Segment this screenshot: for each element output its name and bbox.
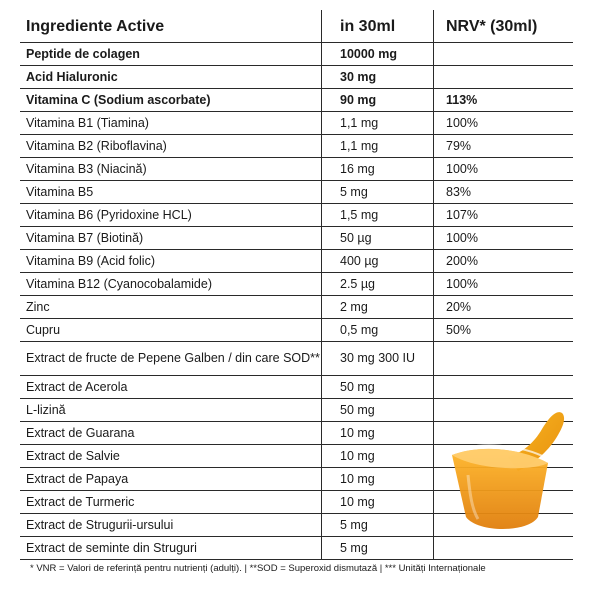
nrv-cell: 83% bbox=[446, 184, 472, 199]
header-ingredient: Ingrediente Active bbox=[20, 10, 322, 42]
nrv-cell: 79% bbox=[446, 138, 472, 153]
nrv-cell: 100% bbox=[446, 230, 478, 245]
table-row: Vitamina B7 (Biotină) 50 µg 100% bbox=[20, 227, 573, 250]
amount-cell: 10 mg bbox=[322, 422, 434, 444]
amount-cell: 50 mg bbox=[322, 399, 434, 421]
table-row: Vitamina B6 (Pyridoxine HCL) 1,5 mg 107% bbox=[20, 204, 573, 227]
ingredient-cell: Vitamina B1 (Tiamina) bbox=[20, 112, 322, 134]
nrv-cell: 100% bbox=[446, 161, 478, 176]
nrv-cell bbox=[434, 376, 573, 398]
amount-cell: 1,1 mg bbox=[322, 112, 434, 134]
ingredient-cell: Zinc bbox=[20, 296, 322, 318]
table-row: Extract de Acerola 50 mg bbox=[20, 376, 573, 399]
amount-cell: 10 mg bbox=[322, 468, 434, 490]
ingredient-cell: Extract de Salvie bbox=[20, 445, 322, 467]
amount-cell: 400 µg bbox=[322, 250, 434, 272]
amount-cell: 30 mg bbox=[322, 66, 434, 88]
ingredient-cell: L-lizină bbox=[20, 399, 322, 421]
nrv-cell: 100% bbox=[446, 276, 478, 291]
table-row: Extract de Guarana 10 mg bbox=[20, 422, 573, 445]
ingredient-cell: Extract de Guarana bbox=[20, 422, 322, 444]
table-row: Cupru 0,5 mg 50% bbox=[20, 319, 573, 342]
amount-cell: 2.5 µg bbox=[322, 273, 434, 295]
table-row: Zinc 2 mg 20% bbox=[20, 296, 573, 319]
table-row: Peptide de colagen 10000 mg bbox=[20, 43, 573, 66]
nrv-cell: 100% bbox=[446, 115, 478, 130]
ingredient-cell: Extract de Turmeric bbox=[20, 491, 322, 513]
nrv-cell bbox=[434, 43, 573, 65]
table-row: Extract de fructe de Pepene Galben / din… bbox=[20, 342, 573, 376]
header-amount: in 30ml bbox=[322, 10, 434, 42]
nrv-cell: 107% bbox=[446, 207, 478, 222]
amount-cell: 30 mg 300 IU bbox=[322, 342, 434, 375]
amount-cell: 50 mg bbox=[322, 376, 434, 398]
table-row: Vitamina B5 5 mg 83% bbox=[20, 181, 573, 204]
ingredient-cell: Vitamina B2 (Riboflavina) bbox=[20, 135, 322, 157]
nrv-cell bbox=[434, 66, 573, 88]
amount-cell: 50 µg bbox=[322, 227, 434, 249]
ingredient-cell: Peptide de colagen bbox=[20, 43, 322, 65]
amount-cell: 16 mg bbox=[322, 158, 434, 180]
nrv-cell: 20% bbox=[446, 299, 472, 314]
amount-cell: 90 mg bbox=[322, 89, 434, 111]
ingredient-cell: Extract de Papaya bbox=[20, 468, 322, 490]
amount-cell: 5 mg bbox=[322, 537, 434, 559]
nrv-cell bbox=[434, 342, 573, 375]
table-row: Vitamina B12 (Cyanocobalamide) 2.5 µg 100% bbox=[20, 273, 573, 296]
amount-cell: 10 mg bbox=[322, 445, 434, 467]
amount-cell: 10000 mg bbox=[322, 43, 434, 65]
ingredient-cell: Vitamina B12 (Cyanocobalamide) bbox=[20, 273, 322, 295]
ingredients-table: Ingrediente Active in 30ml NRV* (30ml) P… bbox=[20, 10, 573, 560]
table-row: Vitamina C (Sodium ascorbate) 90 mg 113% bbox=[20, 89, 573, 112]
ingredient-cell: Vitamina B7 (Biotină) bbox=[20, 227, 322, 249]
ingredient-cell: Vitamina C (Sodium ascorbate) bbox=[20, 89, 322, 111]
ingredient-cell: Extract de Strugurii-ursului bbox=[20, 514, 322, 536]
ingredient-cell: Extract de seminte din Struguri bbox=[20, 537, 322, 559]
amount-cell: 5 mg bbox=[322, 181, 434, 203]
table-header: Ingrediente Active in 30ml NRV* (30ml) bbox=[20, 10, 573, 43]
header-nrv: NRV* (30ml) bbox=[446, 17, 538, 35]
ingredient-cell: Extract de Acerola bbox=[20, 376, 322, 398]
ingredient-cell: Vitamina B6 (Pyridoxine HCL) bbox=[20, 204, 322, 226]
ingredient-cell: Vitamina B3 (Niacină) bbox=[20, 158, 322, 180]
amount-cell: 1,1 mg bbox=[322, 135, 434, 157]
table-row: Extract de Turmeric 10 mg bbox=[20, 491, 573, 514]
table-row: Extract de Strugurii-ursului 5 mg bbox=[20, 514, 573, 537]
liquid-cup-icon bbox=[447, 412, 565, 529]
ingredient-cell: Vitamina B5 bbox=[20, 181, 322, 203]
amount-cell: 2 mg bbox=[322, 296, 434, 318]
table-row: L-lizină 50 mg bbox=[20, 399, 573, 422]
amount-cell: 1,5 mg bbox=[322, 204, 434, 226]
nrv-cell: 113% bbox=[446, 92, 478, 107]
table-row: Extract de Papaya 10 mg bbox=[20, 468, 573, 491]
table-row: Extract de seminte din Struguri 5 mg bbox=[20, 537, 573, 560]
amount-cell: 10 mg bbox=[322, 491, 434, 513]
ingredient-cell: Acid Hialuronic bbox=[20, 66, 322, 88]
amount-cell: 0,5 mg bbox=[322, 319, 434, 341]
table-row: Vitamina B2 (Riboflavina) 1,1 mg 79% bbox=[20, 135, 573, 158]
nrv-cell: 50% bbox=[446, 322, 472, 337]
table-row: Vitamina B1 (Tiamina) 1,1 mg 100% bbox=[20, 112, 573, 135]
table-row: Vitamina B9 (Acid folic) 400 µg 200% bbox=[20, 250, 573, 273]
ingredient-cell: Extract de fructe de Pepene Galben / din… bbox=[20, 342, 322, 375]
table-row: Extract de Salvie 10 mg bbox=[20, 445, 573, 468]
table-row: Acid Hialuronic 30 mg bbox=[20, 66, 573, 89]
table-body: Peptide de colagen 10000 mg Acid Hialuroni… bbox=[20, 43, 573, 560]
footnote: * VNR = Valori de referință pentru nutri… bbox=[30, 563, 486, 574]
ingredient-cell: Vitamina B9 (Acid folic) bbox=[20, 250, 322, 272]
table-row: Vitamina B3 (Niacină) 16 mg 100% bbox=[20, 158, 573, 181]
nrv-cell bbox=[434, 537, 573, 559]
ingredient-cell: Cupru bbox=[20, 319, 322, 341]
amount-cell: 5 mg bbox=[322, 514, 434, 536]
nrv-cell: 200% bbox=[446, 253, 478, 268]
